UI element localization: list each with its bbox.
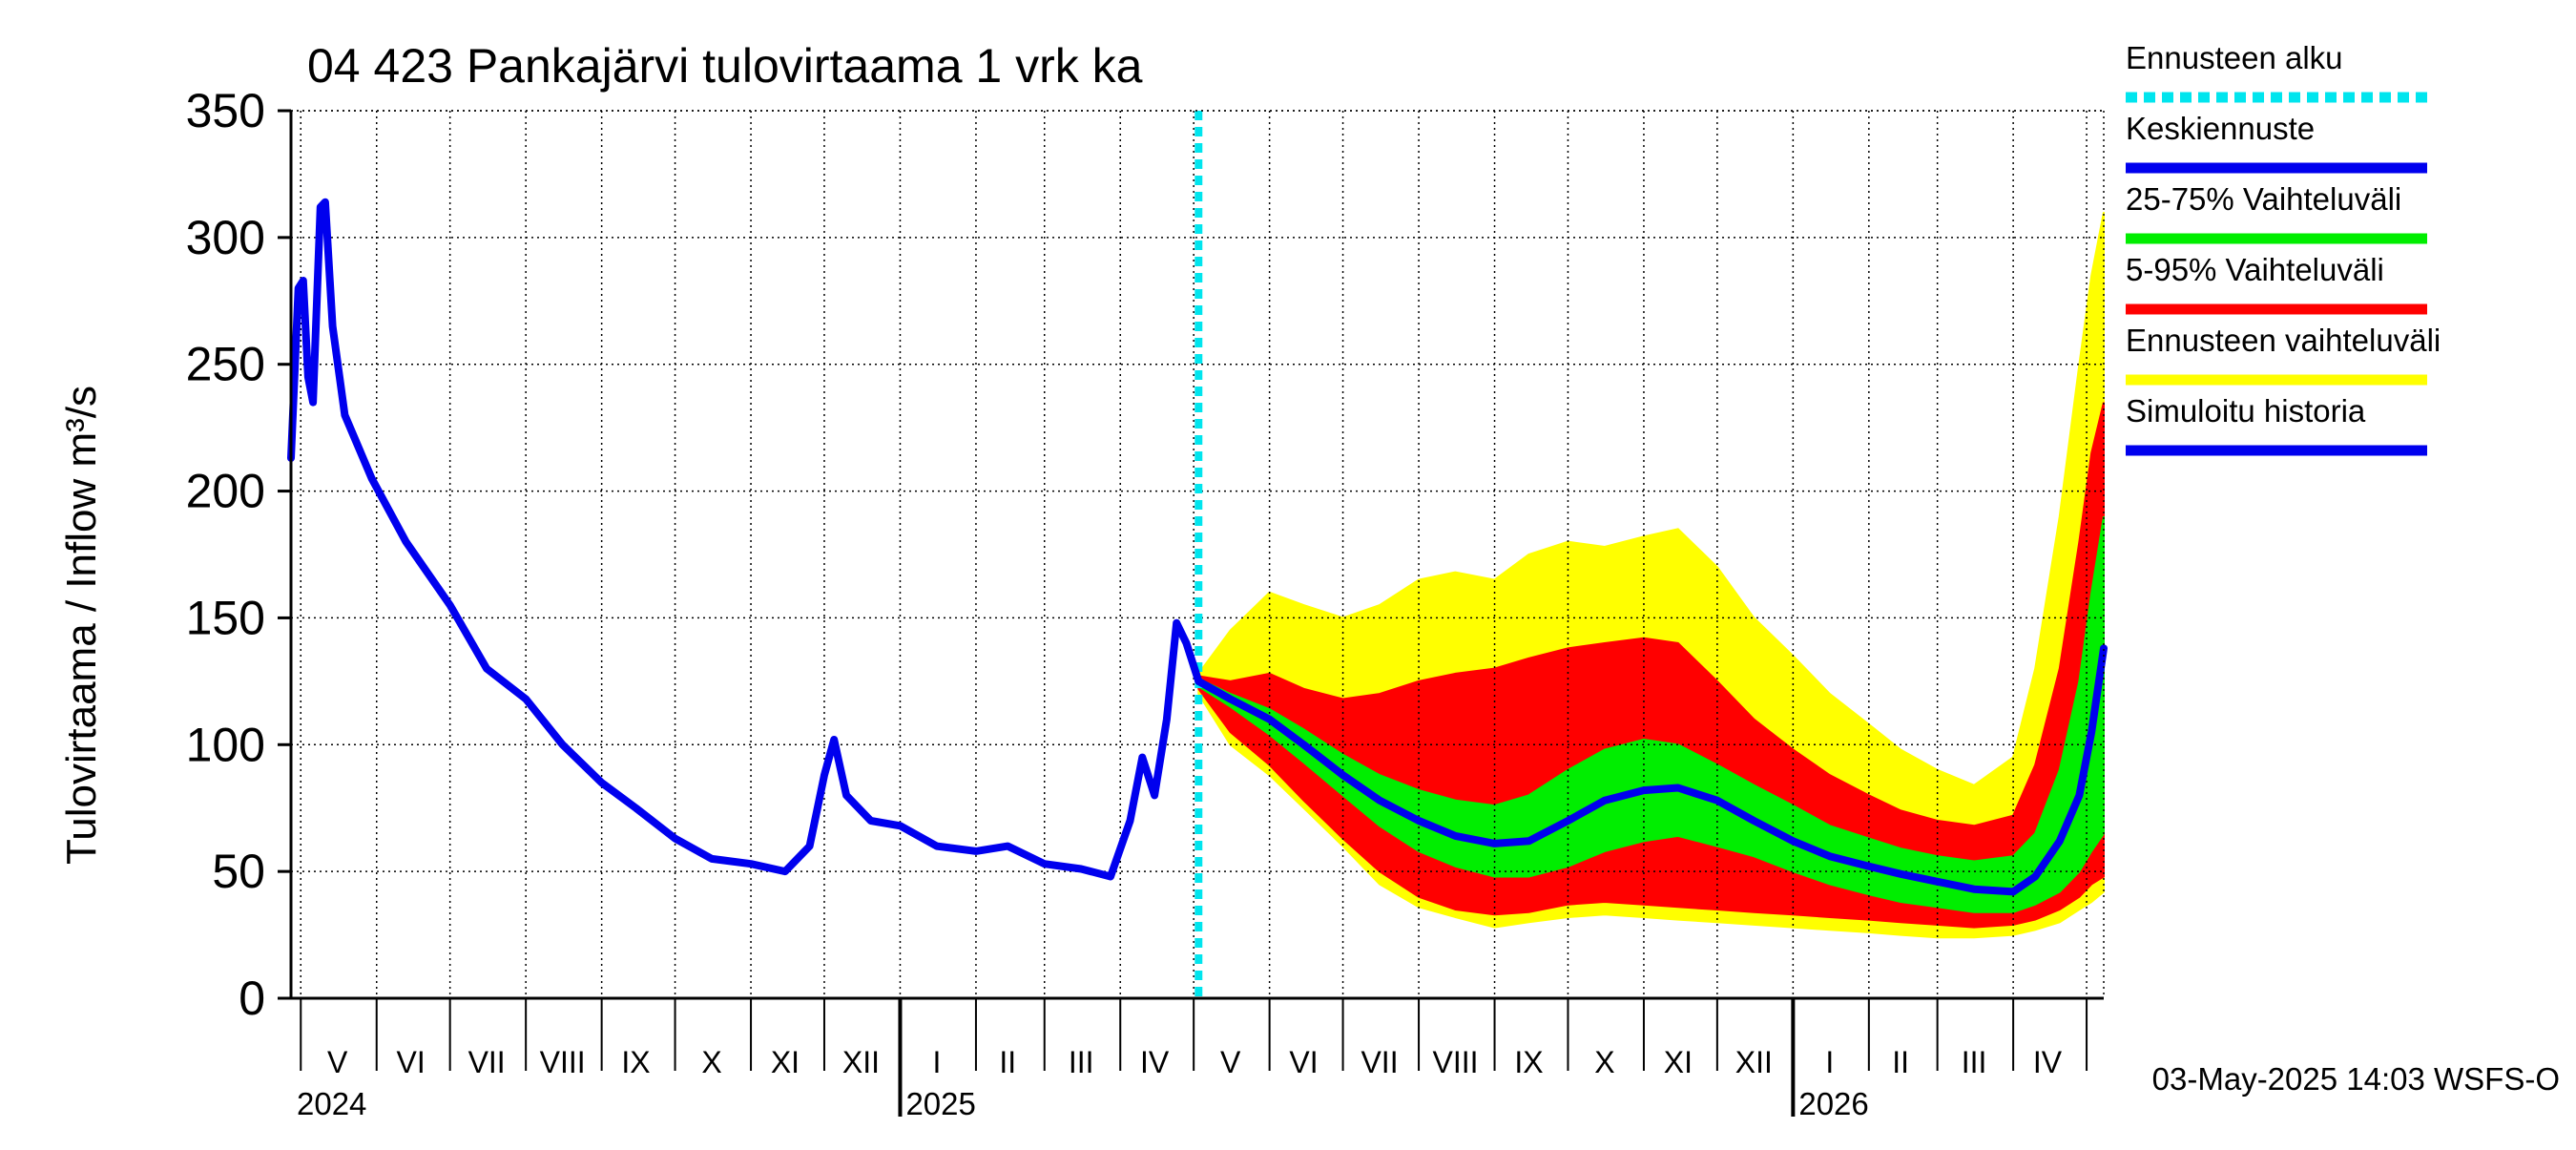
series-keskiennuste [1195, 644, 2108, 896]
month-label: VIII [540, 1045, 586, 1079]
year-label: 2025 [905, 1086, 975, 1121]
legend-label: 5-95% Vaihteluväli [2126, 252, 2384, 287]
month-label: XII [1735, 1045, 1773, 1079]
y-tick-label: 150 [186, 591, 265, 644]
y-tick-label: 50 [212, 845, 265, 898]
y-tick-label: 0 [239, 972, 265, 1025]
y-tick-label: 350 [186, 84, 265, 137]
chart-title: 04 423 Pankajärvi tulovirtaama 1 vrk ka [307, 39, 1143, 93]
legend-label: Keskiennuste [2126, 111, 2315, 146]
month-label: IV [1140, 1045, 1170, 1079]
y-axis-label: Tulovirtaama / Inflow m³/s [58, 386, 105, 865]
axes [278, 109, 2105, 1117]
month-label: III [1962, 1045, 1987, 1079]
month-label: XII [842, 1045, 880, 1079]
month-label: X [1594, 1045, 1614, 1079]
month-label: V [1220, 1045, 1241, 1079]
month-label: II [1892, 1045, 1909, 1079]
month-label: I [932, 1045, 941, 1079]
month-label: III [1069, 1045, 1094, 1079]
month-label: IX [621, 1045, 650, 1079]
month-label: XI [1664, 1045, 1693, 1079]
footer-timestamp: 03-May-2025 14:03 WSFS-O [2152, 1061, 2560, 1097]
year-label: 2024 [297, 1086, 366, 1121]
legend-label: Ennusteen alku [2126, 40, 2343, 75]
y-tick-label: 200 [186, 465, 265, 518]
legend: Ennusteen alku Keskiennuste 25-75% Vaihtel… [2126, 40, 2441, 456]
month-label: I [1825, 1045, 1834, 1079]
month-label: VII [468, 1045, 506, 1079]
month-label: X [701, 1045, 721, 1079]
month-label: V [327, 1045, 348, 1079]
legend-label: Simuloitu historia [2126, 393, 2366, 429]
y-tick-label: 300 [186, 211, 265, 264]
year-label: 2026 [1798, 1086, 1868, 1121]
month-label: VI [397, 1045, 426, 1079]
month-label: VIII [1433, 1045, 1479, 1079]
series-lines [287, 111, 2108, 998]
month-label: VI [1289, 1045, 1318, 1079]
series-simuloitu-historia [287, 198, 1203, 881]
month-label: XI [771, 1045, 800, 1079]
month-label: VII [1361, 1045, 1398, 1079]
month-label: II [999, 1045, 1016, 1079]
forecast-bands [1197, 212, 2105, 939]
y-tick-label: 100 [186, 718, 265, 771]
legend-label: Ennusteen vaihteluväli [2126, 323, 2441, 358]
month-label: IV [2033, 1045, 2063, 1079]
month-label: IX [1514, 1045, 1543, 1079]
y-tick-label: 250 [186, 338, 265, 391]
legend-label: 25-75% Vaihteluväli [2126, 181, 2401, 217]
